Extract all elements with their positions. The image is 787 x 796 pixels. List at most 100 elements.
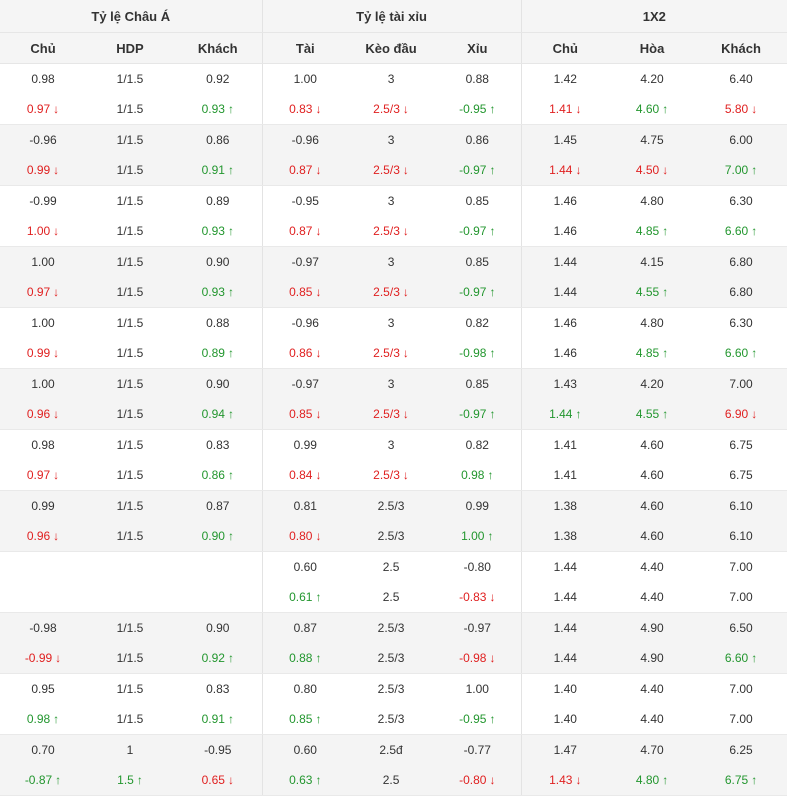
odds-value: 6.60 [724,651,749,665]
odds-value: 4.40 [640,590,664,604]
odds-value: 4.60 [640,438,664,452]
odds-row-current: 0.98 ↑ 1/1.5 0.91 ↑ 0.85 ↑ 2.5/3 -0.95 ↑ 1.40 4.40 7… [0,704,787,735]
arrow-down-icon: ↓ [53,285,60,299]
odds-value: 1.44 [553,621,577,635]
odds-value: 1.45 [553,133,577,147]
odds-cell-1x2-away: 6.25 [695,734,787,765]
odds-cell-1x2-away: 6.80 [695,277,787,308]
arrow-up-icon: ↑ [662,407,669,421]
odds-cell-asian-hdp: 1/1.5 [86,64,174,95]
odds-row-opening: 1.00 1/1.5 0.88 -0.96 3 0.82 1.46 4.80 6.30 [0,307,787,339]
odds-value: 1.00 [31,377,55,391]
odds-cell-1x2-away: 6.50 [695,612,787,643]
odds-cell-ou-line: 2.5/3 [348,643,435,674]
odds-cell-1x2-away: 6.60 ↑ [695,216,787,247]
odds-value: 1/1.5 [116,438,144,452]
odds-value: 1/1.5 [116,102,144,116]
odds-value: 0.87 [206,499,230,513]
odds-cell-ou-line: 2.5đ [348,734,435,765]
odds-value: 1.00 [293,72,317,86]
odds-value: 0.89 [201,346,225,360]
odds-value: 0.99 [26,346,51,360]
odds-value: 1.00 [31,255,55,269]
odds-cell-ou-over: 0.85 ↓ [262,399,349,430]
odds-block: 1.00 1/1.5 0.88 -0.96 3 0.82 1.46 4.80 6.30 0.99 ↓… [0,307,787,369]
odds-cell-1x2-draw: 4.80 [609,308,695,339]
odds-value: 1.44 [553,285,577,299]
odds-value: 0.85 [465,194,489,208]
odds-value: 1.00 [461,529,485,543]
odds-cell-1x2-draw: 4.70 [609,734,696,765]
odds-value: 0.99 [26,163,51,177]
odds-cell-asian-away: 0.92 [174,63,263,94]
odds-value: 0.96 [26,407,51,421]
odds-cell-1x2-away: 6.80 [695,246,787,277]
odds-value: 4.20 [640,72,664,86]
odds-value: 2.5 [382,590,400,604]
arrow-up-icon: ↑ [315,712,322,726]
odds-cell-asian-hdp: 1.5 ↑ [86,765,174,796]
odds-cell-ou-under: 0.99 [434,490,522,521]
odds-cell-1x2-away: 6.30 [695,186,787,217]
odds-cell-ou-under: 0.82 [434,429,522,460]
odds-cell-1x2-home: 1.44 ↓ [521,155,610,186]
odds-cell-asian-home: 0.95 [0,674,86,705]
odds-cell-asian-away: 0.90 [174,368,263,399]
odds-cell-asian-home: 0.98 [0,64,86,95]
odds-cell-ou-over: -0.95 [262,186,348,217]
arrow-up-icon: ↑ [751,224,758,238]
odds-value: 0.95 [31,682,55,696]
odds-block: 1.00 1/1.5 0.90 -0.97 3 0.85 1.44 4.15 6.80 0.97 ↓… [0,246,787,308]
odds-row-opening: 0.98 1/1.5 0.83 0.99 3 0.82 1.41 4.60 6.75 [0,429,787,460]
odds-cell-ou-under: 0.88 [434,63,522,94]
odds-block: 0.98 1/1.5 0.92 1.00 3 0.88 1.42 4.20 6.40 0.97 ↓ 1… [0,63,787,125]
odds-cell-asian-hdp: 1/1.5 [86,246,174,277]
odds-value: -0.99 [29,194,57,208]
odds-cell-asian-hdp: 1/1.5 [86,674,174,705]
odds-cell-asian-home: -0.99 [0,186,86,217]
odds-row-current: 0.97 ↓ 1/1.5 0.86 ↑ 0.84 ↓ 2.5/3 ↓ 0.98 ↑ 1.41 4.60 6… [0,460,787,491]
odds-value: 4.15 [640,255,664,269]
odds-cell-1x2-draw: 4.50 ↓ [609,155,696,186]
odds-cell-asian-away: 0.94 ↑ [174,399,263,430]
odds-value: 1.44 [549,407,573,421]
odds-value: 2.5 [382,560,400,574]
odds-cell-asian-away: 0.83 [174,429,263,460]
odds-value: 6.10 [729,499,753,513]
odds-block: 1.00 1/1.5 0.90 -0.97 3 0.85 1.43 4.20 7.00 0.96 ↓… [0,368,787,430]
odds-cell-1x2-draw: 4.75 [609,124,696,155]
odds-value: 0.87 [289,224,313,238]
odds-cell-ou-over: 0.84 ↓ [262,460,349,491]
odds-cell-1x2-away: 6.60 ↑ [695,338,787,369]
odds-cell-1x2-away: 7.00 [695,704,787,735]
arrow-down-icon: ↓ [575,773,582,787]
odds-row-opening: 1.00 1/1.5 0.90 -0.97 3 0.85 1.43 4.20 7.00 [0,368,787,399]
odds-value: 0.86 [201,468,225,482]
odds-value: 1.40 [553,682,577,696]
odds-cell-ou-line: 2.5/3 [348,612,435,643]
odds-value: 4.40 [640,682,664,696]
odds-value: 0.80 [289,529,313,543]
odds-cell-ou-line: 3 [348,308,434,339]
odds-cell-asian-away: 0.87 [174,490,263,521]
odds-cell-asian-home: -0.99 ↓ [0,643,86,674]
odds-value: 6.90 [724,407,749,421]
odds-value: 4.70 [640,743,664,757]
odds-value: 1.00 [31,316,55,330]
odds-value: 0.83 [289,102,313,116]
arrow-up-icon: ↑ [136,773,143,787]
odds-value: 7.00 [729,377,753,391]
odds-cell-1x2-away: 6.75 [695,460,787,491]
odds-value: 6.80 [729,285,753,299]
odds-value: 1/1.5 [116,255,144,269]
odds-cell-asian-home: 1.00 [0,308,86,339]
odds-cell-1x2-home: 1.40 [521,674,609,705]
odds-value: 3 [387,438,395,452]
odds-cell-asian-hdp: 1 [86,734,174,765]
odds-cell-asian-away: 0.93 ↑ [174,277,263,308]
odds-cell-1x2-away: 6.10 [695,521,787,552]
odds-cell-asian-home: 0.96 ↓ [0,521,86,552]
odds-cell-1x2-home: 1.43 ↓ [521,765,610,796]
odds-value: 0.86 [206,133,230,147]
odds-value: 0.89 [206,194,230,208]
